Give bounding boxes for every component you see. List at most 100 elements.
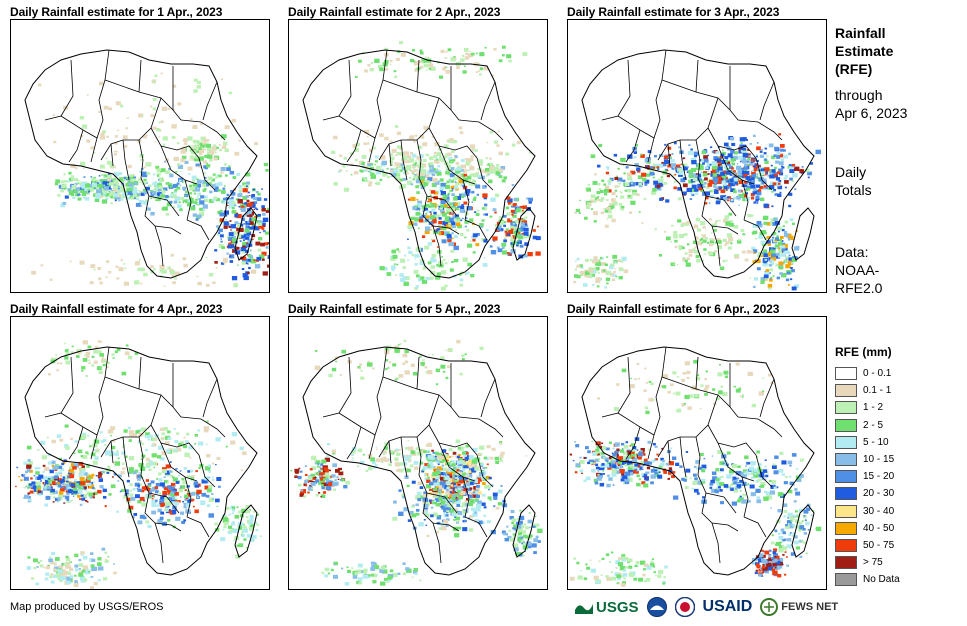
rain-cell bbox=[703, 155, 708, 159]
rain-cell bbox=[429, 162, 434, 166]
rain-cell bbox=[497, 130, 500, 133]
rain-cell bbox=[40, 264, 44, 267]
rain-cell bbox=[248, 226, 253, 230]
rain-cell bbox=[38, 490, 42, 493]
rain-cell bbox=[614, 189, 618, 192]
rain-cell bbox=[445, 153, 448, 156]
rain-cell bbox=[62, 476, 66, 479]
rain-cell bbox=[456, 483, 460, 486]
rain-cell bbox=[732, 148, 735, 150]
rain-cell bbox=[316, 465, 320, 468]
rain-cell bbox=[63, 562, 68, 566]
rain-cell bbox=[479, 168, 482, 170]
rain-cell bbox=[216, 456, 221, 460]
rain-cell bbox=[488, 179, 493, 184]
rain-cell bbox=[737, 240, 742, 244]
rain-cell bbox=[74, 182, 77, 185]
rain-cell bbox=[65, 351, 70, 356]
rain-cell bbox=[459, 471, 463, 474]
rain-cell bbox=[524, 223, 528, 226]
rain-cell bbox=[303, 495, 307, 498]
rain-cell bbox=[532, 229, 536, 232]
rain-cell bbox=[457, 224, 462, 229]
rain-cell bbox=[97, 562, 102, 566]
rain-cell bbox=[93, 581, 98, 586]
rain-cell bbox=[788, 204, 792, 208]
rain-cell bbox=[677, 219, 682, 223]
rain-cell bbox=[489, 499, 492, 501]
rain-cell bbox=[248, 195, 251, 197]
rain-cell bbox=[589, 259, 593, 262]
rain-cell bbox=[456, 216, 460, 220]
rain-cell bbox=[87, 345, 92, 349]
rain-cell bbox=[636, 169, 641, 173]
rain-cell bbox=[503, 221, 507, 224]
rain-cell bbox=[744, 184, 748, 188]
rain-cell bbox=[680, 224, 685, 227]
rain-cell bbox=[247, 240, 252, 244]
rain-cell bbox=[430, 229, 432, 231]
rain-cell bbox=[396, 167, 399, 169]
rain-cell bbox=[777, 185, 783, 190]
rain-cell bbox=[527, 252, 533, 257]
rain-cell bbox=[240, 224, 244, 227]
rain-cell bbox=[722, 238, 727, 242]
rain-cell bbox=[415, 495, 421, 500]
rain-cell bbox=[760, 230, 767, 235]
rain-cell bbox=[474, 511, 477, 514]
rain-cell bbox=[63, 570, 69, 575]
rain-cell bbox=[77, 197, 82, 201]
rain-cell bbox=[472, 238, 476, 242]
rain-cell bbox=[206, 488, 212, 493]
rain-cell bbox=[448, 488, 453, 492]
rain-cell bbox=[78, 568, 81, 570]
rain-cell bbox=[43, 566, 46, 569]
rain-cell bbox=[61, 185, 65, 188]
rain-cell bbox=[175, 481, 180, 484]
rain-cell bbox=[265, 169, 269, 172]
rain-cell bbox=[770, 259, 774, 262]
rain-cell bbox=[474, 519, 479, 523]
rain-cell bbox=[475, 71, 479, 74]
rain-cell bbox=[80, 470, 85, 474]
rain-cell bbox=[690, 148, 693, 151]
rain-cell bbox=[93, 487, 97, 490]
rain-cell bbox=[228, 237, 233, 241]
rain-cell bbox=[454, 173, 457, 176]
rain-cell bbox=[360, 161, 365, 165]
rain-cell bbox=[212, 498, 215, 500]
rain-cell bbox=[59, 438, 64, 442]
rain-cell bbox=[60, 488, 65, 492]
rain-cell bbox=[478, 500, 482, 504]
rain-cell bbox=[786, 271, 791, 275]
rain-cell bbox=[750, 193, 755, 197]
rain-cell bbox=[215, 437, 221, 442]
rain-cell bbox=[243, 223, 245, 225]
rain-cell bbox=[198, 467, 201, 470]
rain-cell bbox=[178, 173, 180, 176]
rain-cell bbox=[151, 498, 154, 500]
rain-cell bbox=[439, 472, 444, 476]
rain-cell bbox=[108, 107, 112, 111]
rain-cell bbox=[55, 574, 59, 576]
rain-cell bbox=[231, 512, 234, 515]
rain-cell bbox=[690, 157, 697, 163]
rain-cell bbox=[440, 500, 446, 505]
rain-cell bbox=[84, 489, 87, 492]
rain-cell bbox=[23, 497, 25, 499]
country-border bbox=[368, 137, 376, 163]
rain-cell bbox=[695, 192, 699, 195]
rain-cell bbox=[118, 199, 121, 202]
country-borders bbox=[601, 49, 783, 267]
rain-cell bbox=[431, 208, 436, 212]
rain-cell bbox=[617, 167, 620, 170]
rain-cell bbox=[749, 277, 751, 279]
rain-cell bbox=[238, 189, 242, 193]
rain-cell bbox=[612, 274, 617, 277]
rain-cell bbox=[224, 219, 227, 221]
rain-cell bbox=[389, 63, 392, 65]
rain-cell bbox=[208, 199, 214, 203]
rain-cell bbox=[746, 250, 752, 254]
rain-cell bbox=[437, 514, 440, 517]
rain-cell bbox=[620, 192, 623, 194]
